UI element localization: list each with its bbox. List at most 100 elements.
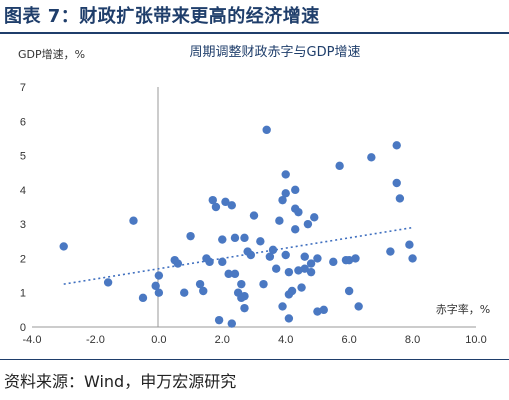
title-divider bbox=[0, 32, 509, 34]
data-point bbox=[281, 189, 290, 198]
data-point bbox=[351, 254, 360, 263]
x-tick-label: -4.0 bbox=[23, 334, 42, 346]
data-point bbox=[230, 269, 240, 279]
data-point bbox=[303, 219, 313, 229]
data-point bbox=[294, 266, 303, 275]
data-point bbox=[284, 267, 294, 277]
y-tick-label: 3 bbox=[20, 219, 26, 231]
data-point bbox=[186, 231, 195, 241]
y-tick-label: 2 bbox=[20, 253, 26, 265]
chart-title: 周期调整财政赤字与GDP增速 bbox=[190, 45, 361, 60]
data-point bbox=[392, 141, 401, 150]
data-point bbox=[214, 315, 224, 325]
y-tick-label: 4 bbox=[20, 185, 26, 197]
y-tick-label: 0 bbox=[20, 322, 26, 334]
x-tick-label: -2.0 bbox=[86, 334, 105, 346]
data-point bbox=[306, 267, 316, 277]
data-point bbox=[240, 233, 249, 243]
scatter-chart: 周期调整财政赤字与GDP增速 GDP增速，% 赤字率，% -4.0 -2.0 0.0… bbox=[18, 45, 490, 346]
x-tick-label: 2.0 bbox=[215, 334, 230, 346]
y-tick-label: 6 bbox=[20, 116, 26, 128]
data-point bbox=[408, 254, 417, 263]
data-point bbox=[281, 250, 290, 260]
data-point bbox=[211, 202, 221, 212]
data-point bbox=[195, 279, 205, 289]
data-point bbox=[227, 201, 236, 210]
data-point bbox=[278, 195, 287, 205]
data-point bbox=[395, 194, 405, 203]
x-tick-label: 4.0 bbox=[278, 334, 293, 346]
y-tick-label: 5 bbox=[20, 151, 26, 163]
x-tick-label: 8.0 bbox=[405, 334, 420, 346]
data-point bbox=[313, 254, 322, 263]
data-point bbox=[313, 307, 322, 316]
x-tick-label: 10.0 bbox=[465, 334, 486, 346]
data-point bbox=[138, 293, 148, 303]
y-tick-label: 1 bbox=[20, 288, 26, 300]
source-divider bbox=[0, 359, 509, 360]
data-point bbox=[205, 257, 214, 267]
data-point bbox=[151, 281, 160, 291]
data-point bbox=[240, 291, 249, 301]
y-tick-labels: 0 1 2 3 4 5 6 7 bbox=[20, 82, 26, 334]
data-point bbox=[297, 283, 306, 292]
data-point bbox=[259, 279, 268, 289]
data-point bbox=[224, 269, 233, 279]
y-tick-label: 7 bbox=[20, 82, 26, 94]
data-point bbox=[354, 302, 363, 311]
data-point bbox=[265, 252, 275, 261]
data-point bbox=[154, 271, 164, 280]
x-tick-labels: -4.0 -2.0 0.0 2.0 4.0 6.0 8.0 10.0 bbox=[23, 334, 487, 346]
data-point bbox=[392, 178, 401, 188]
data-point bbox=[256, 237, 265, 246]
data-point bbox=[294, 207, 303, 217]
data-point bbox=[335, 161, 344, 171]
data-point bbox=[329, 257, 338, 267]
x-axis-label: 赤字率，% bbox=[436, 302, 490, 316]
trend-line bbox=[63, 226, 413, 285]
data-points bbox=[59, 125, 417, 328]
data-point bbox=[291, 225, 300, 234]
y-axis-label: GDP增速，% bbox=[18, 47, 85, 61]
figure-title: 图表 7：财政扩张带来更高的经济增速 bbox=[4, 6, 320, 27]
data-point bbox=[367, 153, 376, 162]
data-point bbox=[262, 125, 271, 135]
data-point bbox=[287, 286, 297, 296]
data-point bbox=[300, 264, 309, 273]
data-point bbox=[275, 216, 284, 225]
data-point bbox=[306, 259, 316, 268]
data-point bbox=[249, 211, 259, 220]
x-tick-label: 0.0 bbox=[151, 334, 166, 346]
data-point bbox=[103, 278, 113, 287]
data-point bbox=[240, 303, 249, 313]
data-point bbox=[272, 264, 281, 273]
data-point bbox=[405, 240, 414, 249]
data-point bbox=[218, 257, 227, 267]
data-point bbox=[221, 197, 230, 207]
data-point bbox=[199, 286, 208, 296]
data-point bbox=[154, 288, 164, 297]
data-point bbox=[284, 314, 294, 323]
data-point bbox=[344, 286, 354, 296]
x-tick-label: 6.0 bbox=[341, 334, 356, 346]
data-point bbox=[59, 242, 68, 251]
data-point bbox=[173, 259, 183, 268]
data-point bbox=[129, 216, 138, 225]
data-point bbox=[208, 195, 217, 205]
data-point bbox=[386, 247, 395, 256]
data-point bbox=[237, 279, 246, 289]
data-point bbox=[310, 213, 319, 222]
data-point bbox=[278, 302, 287, 311]
data-point bbox=[319, 305, 328, 315]
data-point bbox=[344, 255, 354, 265]
data-point bbox=[268, 245, 278, 255]
data-point bbox=[180, 288, 189, 297]
data-point bbox=[227, 319, 236, 328]
data-point bbox=[230, 233, 240, 243]
data-point bbox=[281, 170, 290, 179]
data-point bbox=[300, 252, 309, 261]
data-point bbox=[291, 185, 300, 195]
data-point bbox=[246, 250, 256, 260]
source-note: 资料来源：Wind，申万宏源研究 bbox=[4, 372, 237, 391]
data-point bbox=[218, 235, 227, 244]
